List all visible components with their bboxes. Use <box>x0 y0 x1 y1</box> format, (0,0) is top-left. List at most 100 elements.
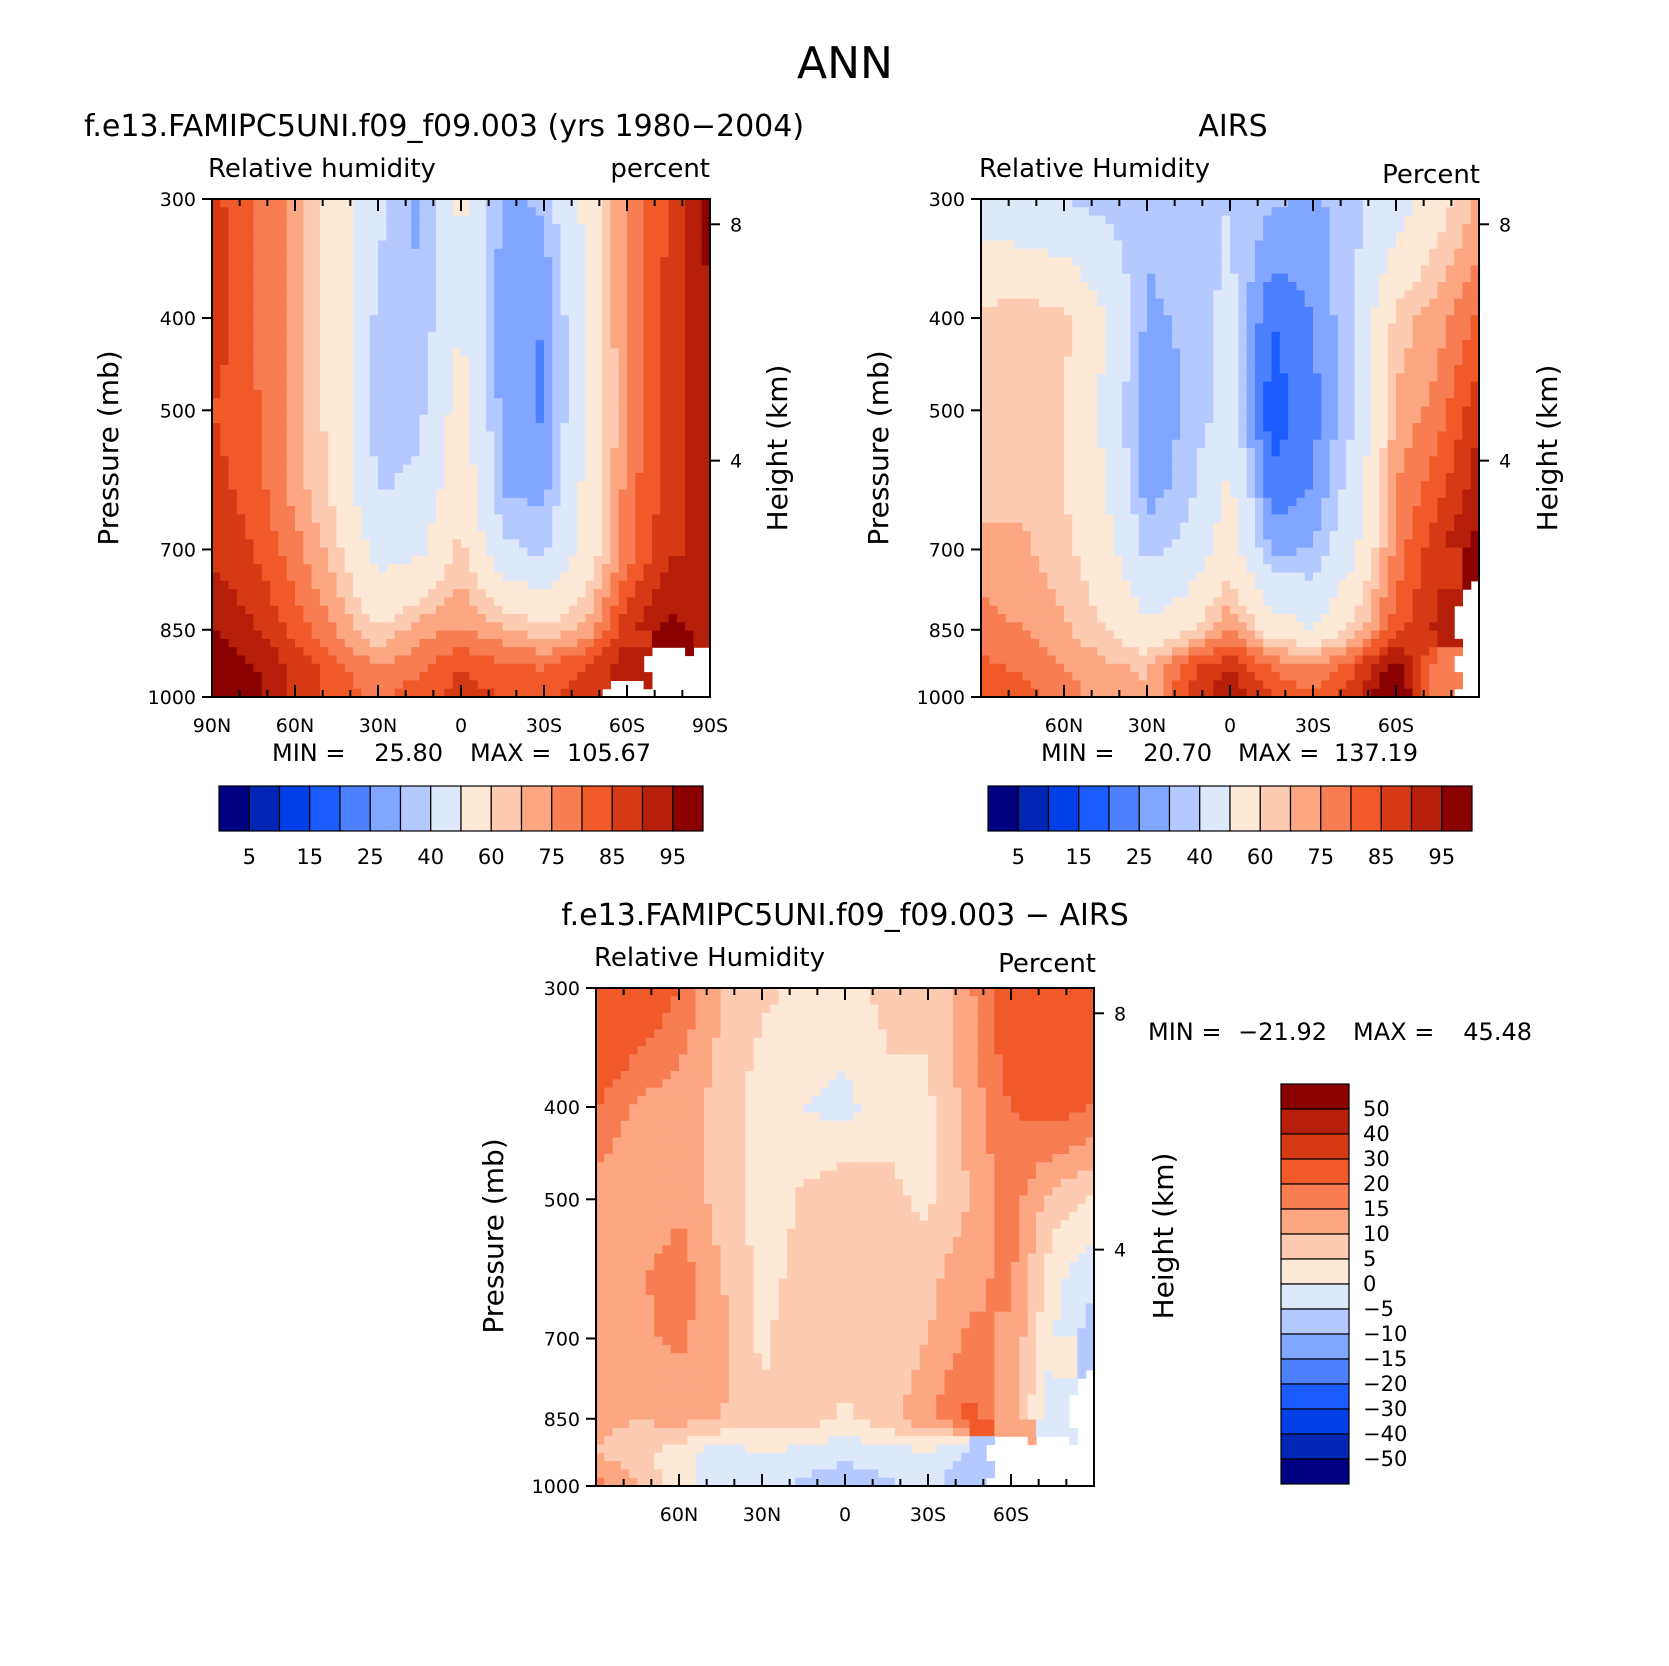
heatmap-cell <box>1454 248 1463 258</box>
heatmap-cell <box>452 514 462 524</box>
heatmap-cell <box>552 638 562 648</box>
heatmap-cell <box>668 555 678 565</box>
heatmap-cell <box>627 232 636 242</box>
heatmap-cell <box>1005 356 1015 366</box>
heatmap-cell <box>1188 282 1198 291</box>
heatmap-cell <box>485 348 495 358</box>
heatmap-cell <box>485 323 495 333</box>
heatmap-cell <box>1420 356 1430 366</box>
heatmap-cell <box>344 663 354 673</box>
heatmap-cell <box>245 348 255 358</box>
heatmap-cell <box>1263 215 1273 225</box>
heatmap-cell <box>585 348 595 358</box>
heatmap-cell <box>660 531 670 540</box>
heatmap-cell <box>353 497 362 507</box>
heatmap-cell <box>1470 207 1480 217</box>
heatmap-cell <box>668 580 678 590</box>
heatmap-cell <box>378 240 387 250</box>
heatmap-cell <box>1470 223 1480 233</box>
heatmap-cell <box>261 622 271 632</box>
heatmap-cell <box>1396 306 1405 316</box>
heatmap-cell <box>494 688 504 698</box>
heatmap-cell <box>494 448 504 457</box>
heatmap-cell <box>577 506 587 515</box>
heatmap-cell <box>635 622 645 632</box>
heatmap-cell <box>452 522 462 532</box>
heatmap-cell <box>1064 257 1073 266</box>
heatmap-cell <box>519 331 528 341</box>
heatmap-cell <box>1346 240 1356 250</box>
heatmap-cell <box>1014 306 1024 316</box>
heatmap-cell <box>1354 240 1364 250</box>
heatmap-cell <box>1354 348 1364 358</box>
heatmap-cell <box>411 406 421 416</box>
heatmap-cell <box>1321 365 1331 374</box>
heatmap-cell <box>236 539 246 549</box>
heatmap-cell <box>1080 207 1090 217</box>
heatmap-cell <box>1271 240 1281 250</box>
heatmap-cell <box>1329 207 1339 217</box>
heatmap-cell <box>419 431 429 441</box>
heatmap-cell <box>593 680 603 690</box>
heatmap-cell <box>336 257 346 266</box>
heatmap-cell <box>228 614 238 623</box>
heatmap-cell <box>452 531 462 540</box>
heatmap-cell <box>461 555 470 565</box>
heatmap-cell <box>328 373 338 383</box>
heatmap-cell <box>660 630 670 640</box>
heatmap-cell <box>635 597 645 607</box>
heatmap-cell <box>452 605 462 615</box>
heatmap-cell <box>1404 348 1414 358</box>
heatmap-cell <box>660 564 670 574</box>
heatmap-cell <box>336 282 346 291</box>
heatmap-cell <box>1437 207 1447 217</box>
heatmap-cell <box>643 232 653 242</box>
heatmap-cell <box>1138 290 1148 300</box>
heatmap-cell <box>701 605 711 615</box>
heatmap-cell <box>1396 273 1405 283</box>
heatmap-cell <box>651 365 661 374</box>
heatmap-cell <box>1379 348 1389 358</box>
heatmap-cell <box>693 373 703 383</box>
heatmap-cell <box>527 381 537 391</box>
heatmap-cell <box>981 282 990 291</box>
heatmap-cell <box>444 423 454 432</box>
heatmap-cell <box>427 365 437 374</box>
heatmap-cell <box>461 539 470 549</box>
heatmap-cell <box>660 472 670 482</box>
heatmap-cell <box>618 448 628 457</box>
heatmap-cell <box>1454 257 1463 266</box>
heatmap-cell <box>278 431 288 441</box>
heatmap-cell <box>510 672 520 681</box>
heatmap-cell <box>1230 273 1239 283</box>
heatmap-cell <box>1022 215 1032 225</box>
heatmap-cell <box>469 506 479 515</box>
heatmap-cell <box>311 215 321 225</box>
heatmap-cell <box>1246 282 1256 291</box>
heatmap-cell <box>651 555 661 565</box>
heatmap-cell <box>369 506 379 515</box>
heatmap-cell <box>1396 331 1405 341</box>
heatmap-cell <box>502 373 512 383</box>
heatmap-cell <box>660 489 670 499</box>
heatmap-cell <box>618 614 628 623</box>
heatmap-cell <box>394 564 404 574</box>
heatmap-cell <box>477 207 487 217</box>
heatmap-cell <box>510 572 520 582</box>
heatmap-cell <box>278 406 288 416</box>
heatmap-cell <box>270 539 279 549</box>
heatmap-cell <box>635 630 645 640</box>
heatmap-cell <box>1329 323 1339 333</box>
heatmap-cell <box>228 340 238 349</box>
heatmap-cell <box>1254 331 1264 341</box>
heatmap-cell <box>1296 331 1306 341</box>
heatmap-cell <box>693 564 703 574</box>
heatmap-cell <box>402 315 412 325</box>
heatmap-cell <box>1039 265 1048 275</box>
heatmap-cell <box>427 389 437 399</box>
heatmap-cell <box>593 614 603 623</box>
heatmap-cell <box>270 265 279 275</box>
heatmap-cell <box>535 472 545 482</box>
heatmap-cell <box>585 580 595 590</box>
heatmap-cell <box>668 547 678 557</box>
